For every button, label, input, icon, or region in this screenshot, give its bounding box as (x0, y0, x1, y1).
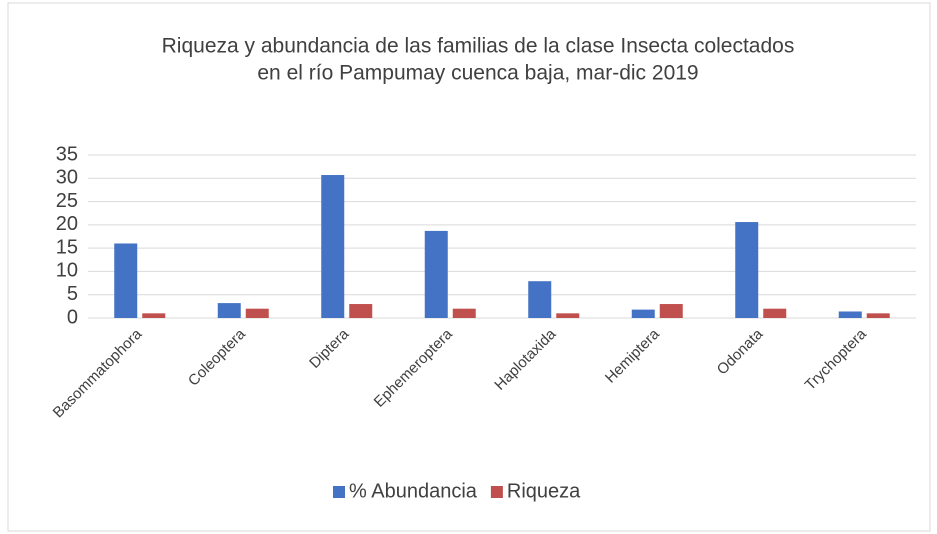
y-tick-label: 5 (67, 283, 78, 305)
bar (217, 303, 241, 318)
bar (763, 308, 787, 318)
bar (114, 243, 138, 318)
legend-label: % Abundancia (349, 480, 478, 502)
chart-title: Riqueza y abundancia de las familias de … (162, 35, 795, 58)
y-tick-label: 25 (56, 190, 78, 212)
chart-title: en el río Pampumay cuenca baja, mar-dic … (257, 62, 698, 85)
y-tick-label: 15 (56, 236, 78, 258)
bar (245, 308, 269, 318)
bar (735, 222, 759, 318)
y-tick-label: 35 (56, 143, 78, 165)
y-tick-label: 0 (67, 306, 78, 328)
legend-label: Riqueza (507, 480, 581, 502)
bar (321, 175, 345, 318)
chart-frame (7, 2, 931, 532)
bar (142, 313, 166, 318)
bar (866, 313, 890, 318)
bar (838, 311, 862, 318)
bar (349, 304, 373, 318)
bar (631, 309, 655, 318)
bar (528, 281, 552, 318)
bar (556, 313, 580, 318)
y-tick-label: 30 (56, 167, 78, 189)
legend-swatch (490, 486, 503, 498)
bar (452, 308, 476, 318)
legend-swatch (333, 486, 345, 498)
y-tick-label: 10 (56, 260, 78, 282)
bar (659, 304, 683, 318)
bar (424, 230, 448, 318)
y-tick-label: 20 (56, 213, 78, 235)
